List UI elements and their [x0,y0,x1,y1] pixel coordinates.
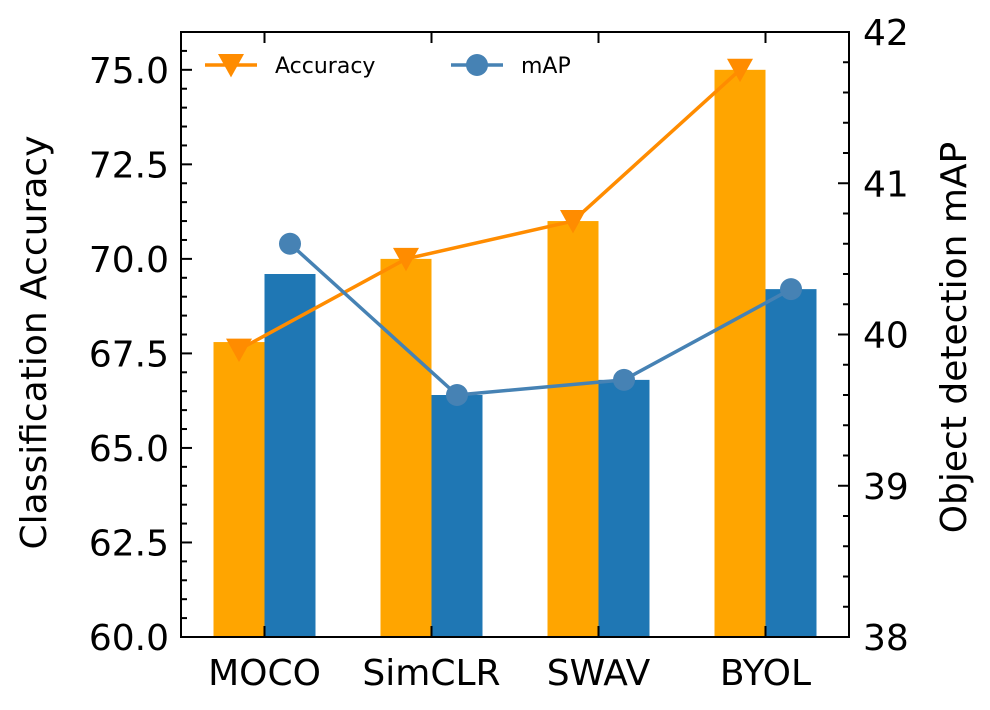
marker-accuracy-simclr [393,247,419,272]
marker-accuracy-swav [560,210,586,234]
left-tick-label: 67.5 [89,334,169,375]
legend-label-accuracy: Accuracy [275,54,375,79]
right-tick-label: 42 [863,13,909,54]
legend-marker-map [466,54,488,76]
bar-map-moco [264,274,316,637]
line-accuracy [238,68,742,352]
x-tick-label-moco: MOCO [208,653,321,694]
bar-map-swav [598,379,650,637]
left-tick-label: 60.0 [89,618,169,659]
right-tick-label: 40 [863,316,909,357]
left-tick-label: 75.0 [89,51,169,92]
marker-accuracy-moco [226,338,252,362]
x-tick-label-byol: BYOL [720,653,811,694]
left-tick-label: 62.5 [89,523,169,564]
bar-accuracy-byol [714,69,766,637]
left-tick-label: 72.5 [89,145,169,186]
marker-map-byol [780,278,802,301]
legend: Accuracy mAP [205,53,571,79]
left-tick-label: 70.0 [89,240,169,281]
right-tick-label: 41 [863,164,909,205]
bars-layer [213,69,817,637]
x-tick-label-swav: SWAV [547,653,651,694]
x-tick-label-simclr: SimCLR [362,653,500,694]
lines-layer [226,58,802,406]
marker-map-swav [613,368,635,391]
legend-marker-accuracy [218,53,244,78]
right-tick-label: 39 [863,467,909,508]
bar-accuracy-simclr [380,258,432,637]
right-tick-label: 38 [863,618,909,659]
legend-label-map: mAP [521,54,571,79]
marker-map-moco [279,232,301,255]
ticks-layer [181,31,849,638]
right-axis-title: Object detection mAP [934,142,975,534]
line-map [288,242,792,397]
left-tick-label: 65.0 [89,429,169,470]
bar-accuracy-moco [213,342,265,637]
labels-layer: 60.0 62.5 65.0 67.5 70.0 72.5 75.0 38 39 40 41 42 MO… [89,13,909,694]
bar-accuracy-swav [547,221,599,637]
bar-map-byol [765,289,817,637]
marker-accuracy-byol [727,58,753,83]
marker-map-simclr [446,384,468,406]
bar-map-simclr [431,395,483,637]
left-axis-title: Classification Accuracy [14,136,55,550]
